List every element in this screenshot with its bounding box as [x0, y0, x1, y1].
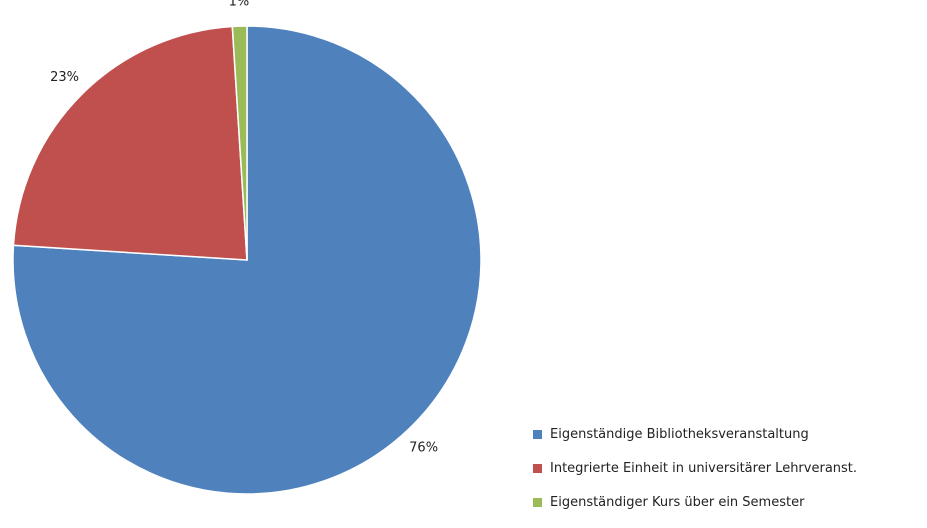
legend-swatch: [533, 430, 542, 439]
legend-item: Integrierte Einheit in universitärer Leh…: [533, 460, 857, 477]
legend-swatch: [533, 498, 542, 507]
pie-slice: [12, 25, 248, 261]
pie-data-label: 23%: [50, 70, 79, 85]
pie-slices: [12, 25, 482, 495]
pie-data-label: 76%: [409, 441, 438, 456]
pie-data-label: 1%: [229, 0, 250, 10]
pie-data-labels: 76% 23% 1%: [50, 0, 438, 456]
legend-label: Eigenständige Bibliotheksveranstaltung: [550, 427, 809, 442]
legend-label: Eigenständiger Kurs über ein Semester: [550, 495, 805, 510]
legend-item: Eigenständige Bibliotheksveranstaltung: [533, 426, 857, 443]
chart-legend: Eigenständige Bibliotheksveranstaltung I…: [533, 426, 857, 528]
legend-swatch: [533, 464, 542, 473]
legend-item: Eigenständiger Kurs über ein Semester: [533, 494, 857, 511]
pie-slice: [231, 25, 248, 261]
legend-label: Integrierte Einheit in universitärer Leh…: [550, 461, 858, 476]
